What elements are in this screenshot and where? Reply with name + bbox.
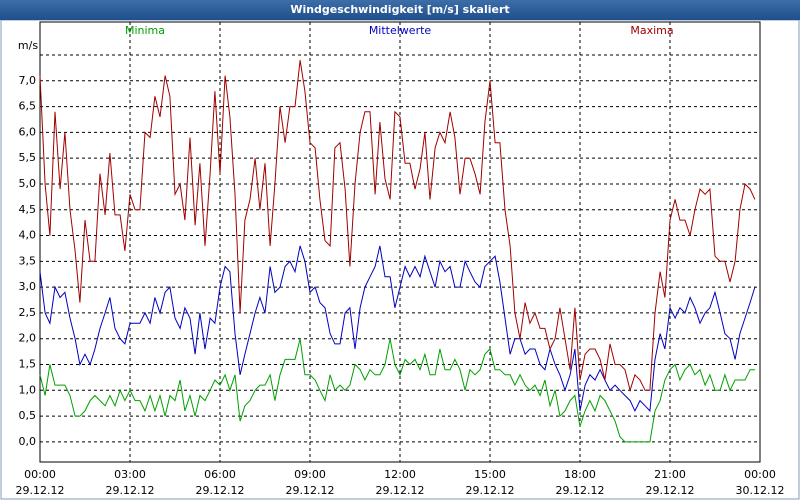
y-tick-label: 1,0 [19,383,37,396]
y-tick-label: 3,0 [19,280,37,293]
y-tick-label: 0,5 [19,409,37,422]
x-tick-label: 03:00 29.12.12 [105,468,155,497]
x-tick-label: 00:00 29.12.12 [15,468,65,497]
y-axis-label: m/s [18,39,38,52]
legend-entry: Minima [125,24,165,37]
x-tick-label: 18:00 29.12.12 [555,468,605,497]
legend-entry: Maxima [630,24,673,37]
series-line [39,60,756,393]
y-tick-label: 7,0 [19,74,37,87]
series-line [39,245,756,413]
plot-frame [39,21,761,463]
y-tick-label: 4,5 [19,203,37,216]
y-tick-label: 1,5 [19,358,37,371]
legend-entry: Mittelwerte [369,24,432,37]
y-tick-label: 3,5 [19,254,37,267]
y-tick-label: 5,5 [19,151,37,164]
y-tick-label: 6,0 [19,125,37,138]
x-tick-label: 09:00 29.12.12 [285,468,335,497]
x-tick-label: 00:00 30.12.12 [735,468,785,497]
y-tick-label: 6,5 [19,100,37,113]
x-tick-label: 06:00 29.12.12 [195,468,245,497]
chart-title: Windgeschwindigkeit [m/s] skaliert [0,0,800,20]
y-tick-label: 2,0 [19,332,37,345]
x-tick-label: 15:00 29.12.12 [465,468,515,497]
window-border [0,19,800,500]
y-tick-label: 5,0 [19,177,37,190]
y-tick-label: 4,0 [19,229,37,242]
x-tick-label: 12:00 29.12.12 [375,468,425,497]
y-tick-label: 2,5 [19,306,37,319]
y-tick-label: 0,0 [19,435,37,448]
series-line [39,338,755,443]
x-tick-label: 21:00 29.12.12 [645,468,695,497]
